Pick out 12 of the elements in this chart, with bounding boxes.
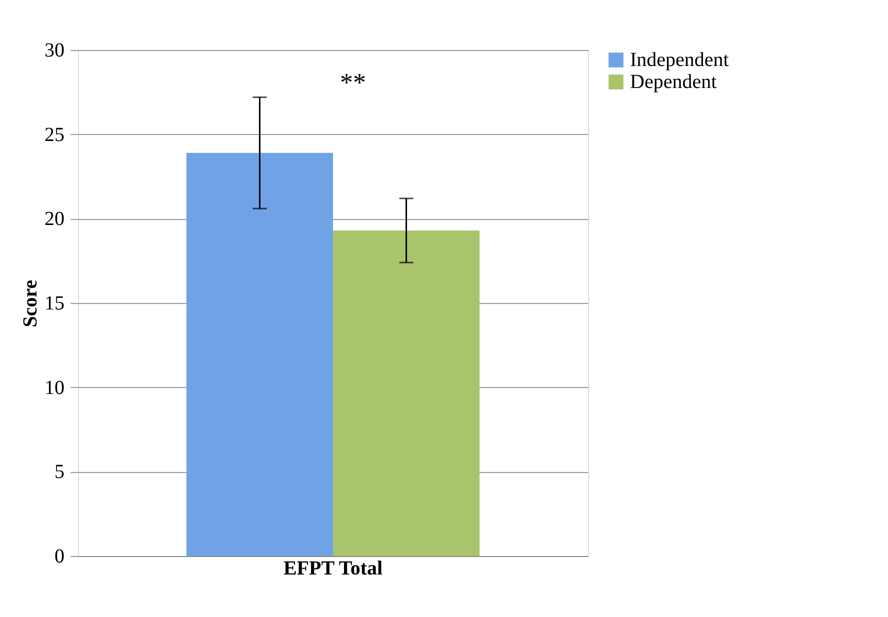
y-tick-label: 10 (44, 376, 64, 399)
annotation: ** (340, 68, 366, 97)
y-tick-label: 0 (54, 546, 64, 568)
y-tick-label: 15 (44, 292, 64, 314)
y-tick-label: 30 (44, 40, 64, 62)
x-tick-label: EFPT Total (283, 558, 383, 580)
legend-label: Independent (630, 49, 730, 71)
y-tick-label: 20 (44, 208, 64, 230)
y-axis-title: Score (20, 280, 42, 328)
legend-label: Dependent (630, 71, 718, 93)
y-tick-label: 25 (44, 124, 64, 146)
y-tick-label: 5 (54, 461, 64, 484)
